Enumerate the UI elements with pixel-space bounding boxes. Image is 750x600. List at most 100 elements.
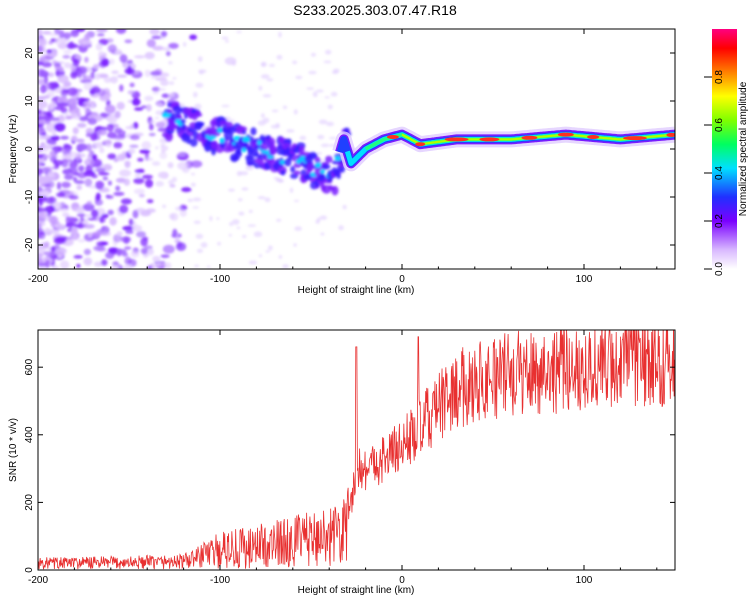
snr-line: [38, 330, 675, 570]
heatmap-faint-blob: [206, 265, 211, 268]
heatmap-faint-blob: [190, 182, 196, 187]
heatmap-noise-blob: [44, 241, 50, 248]
heatmap-noise-blob: [167, 162, 174, 169]
heatmap-noise-blob: [79, 116, 89, 122]
heatmap-noise-blob: [60, 107, 68, 114]
heatmap-noise-blob: [116, 101, 125, 110]
heatmap-faint-blob: [144, 95, 154, 102]
heatmap-ridge-blob: [290, 165, 296, 173]
heatmap-faint-blob: [294, 199, 299, 202]
heatmap-noise-blob: [83, 257, 93, 266]
heatmap-noise-blob: [152, 255, 161, 262]
heatmap-noise-blob: [74, 180, 85, 185]
heatmap-noise-blob: [72, 233, 79, 241]
heatmap-noise-blob: [64, 112, 70, 117]
heatmap-faint-blob: [209, 215, 213, 222]
heatmap-noise-blob: [103, 77, 112, 83]
heatmap-noise-blob: [165, 51, 171, 57]
heatmap-noise-blob: [145, 179, 154, 188]
heatmap-noise-blob: [85, 164, 94, 174]
colorbar-tick-label: 0.4: [714, 166, 725, 180]
heatmap-noise-blob: [59, 260, 70, 269]
heatmap-ridge-blob: [306, 162, 314, 172]
heatmap-noise-blob: [116, 29, 127, 34]
colorbar-label: Normalized spectral amplitude: [738, 81, 749, 216]
heatmap-noise-blob: [38, 78, 45, 85]
heatmap-faint-blob: [162, 204, 167, 209]
heatmap-faint-blob: [293, 109, 298, 115]
heatmap-noise-blob: [115, 185, 121, 192]
heatmap-noise-blob: [147, 265, 153, 269]
heatmap-faint-blob: [156, 262, 161, 267]
heatmap-noise-blob: [84, 56, 89, 63]
heatmap-ridge-blob: [251, 148, 259, 158]
band-hotspot: [587, 135, 600, 139]
heatmap-noise-blob: [63, 62, 72, 69]
heatmap-noise-blob: [155, 121, 166, 128]
heatmap-noise-blob: [85, 143, 93, 152]
heatmap-faint-blob: [193, 220, 201, 225]
heatmap-noise-blob: [151, 35, 162, 40]
heatmap-band: [332, 126, 675, 172]
heatmap-faint-blob: [194, 264, 199, 268]
heatmap-noise-blob: [38, 45, 47, 54]
heatmap-noise-blob: [90, 132, 98, 141]
snr-series: [38, 330, 675, 570]
heatmap-noise-blob: [70, 29, 80, 38]
heatmap-ridge-blob: [234, 149, 243, 158]
heatmap-noise-blob: [97, 73, 109, 79]
heatmap-noise-blob: [69, 217, 79, 223]
heatmap-faint-blob: [324, 96, 331, 99]
heatmap-ridge-blob: [219, 120, 229, 126]
chart-title: S233.2025.303.07.47.R18: [293, 2, 457, 18]
heatmap-ridge-core: [219, 137, 225, 144]
heatmap-noise-blob: [46, 49, 52, 54]
heatmap-noise-blob: [190, 160, 203, 168]
x-tick-label: 100: [576, 575, 593, 586]
heatmap-noise-blob: [66, 87, 78, 96]
heatmap-faint-blob: [221, 104, 230, 108]
heatmap-noise-blob: [84, 178, 93, 187]
x-tick-label: 100: [576, 274, 593, 285]
heatmap-faint-blob: [228, 233, 232, 237]
heatmap-noise-blob: [86, 201, 92, 205]
heatmap-noise-blob: [149, 29, 160, 35]
heatmap-ridge-blob: [259, 142, 269, 151]
heatmap-ridge-blob: [181, 123, 187, 131]
heatmap-faint-blob: [258, 85, 263, 91]
heatmap-noise-blob: [95, 73, 101, 80]
heatmap-faint-blob: [231, 61, 237, 66]
heatmap-faint-blob: [216, 217, 220, 220]
heatmap-ridge-core: [241, 147, 247, 153]
heatmap-noise-blob: [110, 264, 120, 269]
heatmap-noise-blob: [114, 127, 123, 134]
heatmap-faint-blob: [316, 152, 322, 155]
heatmap-noise-blob: [95, 43, 103, 51]
heatmap-noise-blob: [48, 102, 54, 111]
heatmap-noise-blob: [151, 86, 161, 92]
heatmap-faint-blob: [241, 187, 249, 191]
heatmap-noise-blob: [77, 238, 86, 243]
heatmap-noise-blob: [47, 90, 55, 98]
heatmap-noise-blob: [72, 58, 80, 67]
heatmap-noise-blob: [47, 81, 59, 90]
heatmap-noise-blob: [61, 147, 72, 155]
heatmap-noise-blob: [84, 100, 96, 106]
heatmap-noise-blob: [44, 227, 52, 235]
band-hotspot: [622, 136, 647, 141]
heatmap-noise-blob: [63, 49, 72, 55]
heatmap-noise-blob: [156, 102, 163, 106]
snr-y-ticks: 0 200 400 600: [24, 358, 675, 573]
heatmap-noise-blob: [139, 149, 151, 154]
heatmap-faint-blob: [321, 159, 325, 162]
heatmap-faint-blob: [317, 134, 325, 140]
heatmap-noise-blob: [124, 160, 131, 169]
heatmap-noise-blob: [125, 230, 134, 234]
x-tick-label: -200: [28, 575, 48, 586]
y-tick-label: -10: [24, 189, 35, 204]
heatmap-noise-blob: [91, 231, 102, 237]
heatmap-faint-blob: [198, 69, 207, 74]
heatmap-noise-blob: [38, 167, 43, 176]
heatmap-faint-blob: [278, 31, 282, 38]
heatmap-noise-blob: [161, 149, 166, 154]
